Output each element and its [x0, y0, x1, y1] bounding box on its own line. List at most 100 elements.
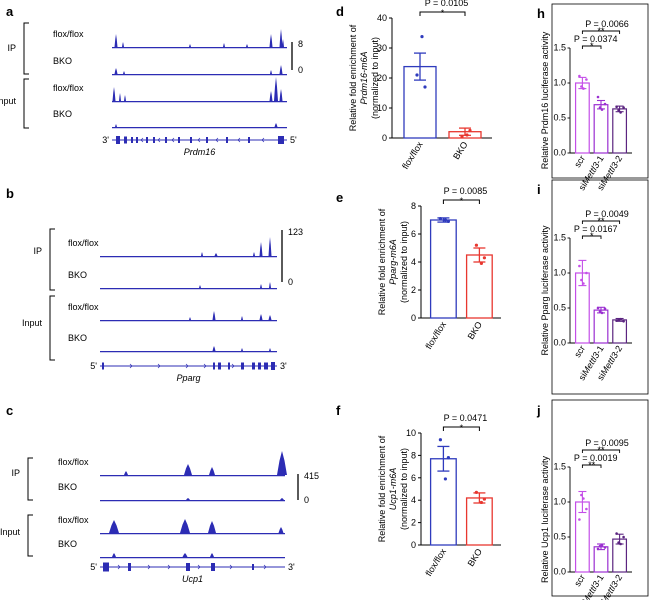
strand-arrow-c-2 — [167, 564, 171, 570]
y-label-e-0: Relative fold enrichment of — [377, 208, 387, 315]
data-point-j-2-0 — [615, 532, 618, 535]
exon-a-11 — [248, 137, 250, 143]
panel-letter-c: c — [6, 403, 14, 418]
data-point-d-0-1 — [420, 35, 424, 39]
sig-bracket-e — [442, 199, 480, 204]
data-point-i-0-2 — [585, 271, 588, 275]
exon-b-6 — [258, 362, 261, 370]
exon-a-12 — [278, 136, 284, 144]
panel-letter-a: a — [6, 4, 14, 19]
coverage-track-c-3 — [100, 553, 285, 559]
y-tick-label-h-2: 1.0 — [553, 78, 566, 88]
data-point-j-0-1 — [582, 497, 585, 500]
y-tick-label-e-2: 4 — [411, 257, 416, 267]
y-label-d-0: Relative fold enrichment of — [348, 24, 358, 131]
exon-a-3 — [136, 137, 138, 143]
scale-max-b: 123 — [288, 227, 303, 237]
p-value-mid-h: P = 0.0374 — [574, 34, 618, 44]
data-point-j-1-3 — [598, 544, 602, 548]
coverage-track-c-2 — [100, 519, 285, 535]
track-name-a-3: BKO — [53, 109, 72, 119]
y-label-e-2: (normalized to input) — [399, 221, 409, 303]
exon-a-7 — [178, 137, 180, 143]
strand-arrow-a-5 — [237, 137, 241, 143]
y-label-i: Relative Pparg luciferase activity — [540, 225, 550, 356]
p-value-top-h: P = 0.0066 — [585, 19, 629, 29]
panel-letter-d: d — [336, 4, 344, 19]
x-tick-label-e-1: BKO — [466, 320, 485, 341]
x-tick-label-h-0: scr — [572, 154, 587, 169]
gene-name-c: Ucp1 — [182, 574, 203, 584]
input-bracket-b — [49, 295, 55, 361]
panel-letter-j: j — [537, 403, 541, 418]
strand-arrow-b-3 — [203, 363, 207, 369]
p-value-mid-j: P = 0.0019 — [574, 453, 618, 463]
sig-bracket-top-j — [581, 449, 621, 453]
ip-bracket-a — [23, 22, 29, 75]
data-point-j-0-2 — [585, 507, 588, 511]
data-point-f-0-1 — [443, 477, 447, 481]
panel-frame-0 — [551, 3, 649, 179]
y-tick-label-h-0: 0.0 — [553, 148, 566, 158]
strand-arrow-b-1 — [157, 363, 161, 369]
data-point-e-1-2 — [482, 256, 486, 260]
scale-max-a: 8 — [298, 39, 303, 49]
strand-arrow-c-5 — [263, 564, 267, 570]
exon-c-4 — [252, 564, 254, 570]
sig-star-mid-j: ** — [588, 460, 596, 470]
track-name-c-2: flox/flox — [58, 515, 89, 525]
data-point-j-1-0 — [596, 547, 600, 551]
panel-letter-i: i — [537, 182, 541, 197]
exon-b-0 — [102, 362, 104, 370]
data-point-i-1-3 — [598, 310, 602, 313]
data-point-i-0-3 — [580, 278, 583, 282]
y-label-d-1: Prdm16-m6A — [359, 51, 369, 104]
sig-star-top-j: ** — [597, 445, 605, 455]
track-name-a-0: flox/flox — [53, 29, 84, 39]
ip-label-b: IP — [33, 246, 42, 256]
track-name-c-1: BKO — [58, 482, 77, 492]
y-tick-label-d-1: 10 — [377, 103, 387, 113]
coverage-track-c-1 — [100, 498, 285, 502]
ip-label-a: IP — [7, 43, 16, 53]
data-point-j-0-3 — [580, 493, 583, 497]
data-point-d-1-2 — [468, 128, 472, 133]
exon-b-4 — [241, 362, 244, 370]
x-tick-label-f-1: BKO — [466, 547, 485, 568]
y-tick-label-d-4: 40 — [377, 13, 387, 23]
panel-letter-f: f — [336, 403, 341, 418]
gene-end-right-b: 3' — [280, 361, 287, 371]
y-tick-label-h-1: 0.5 — [553, 113, 566, 123]
coverage-track-b-2 — [100, 311, 277, 322]
data-point-j-1-2 — [603, 546, 607, 549]
sig-bracket-top-h — [581, 30, 621, 34]
data-point-h-2-1 — [619, 111, 622, 114]
data-point-j-0-0 — [578, 518, 581, 521]
strand-arrow-a-3 — [197, 137, 201, 143]
strand-arrow-a-0 — [140, 137, 144, 143]
coverage-track-a-3 — [112, 123, 287, 129]
coverage-track-a-1 — [112, 65, 287, 76]
bar-i-1 — [593, 309, 609, 344]
bar-h-2 — [612, 108, 628, 154]
y-tick-label-h-3: 1.5 — [553, 43, 566, 53]
strand-arrow-c-0 — [117, 564, 121, 570]
y-label-e-1: Pparg-m6A — [388, 239, 398, 285]
exon-a-0 — [116, 136, 120, 144]
exon-a-10 — [226, 137, 228, 143]
track-name-b-2: flox/flox — [68, 302, 99, 312]
panel-letter-h: h — [537, 6, 545, 21]
track-name-b-1: BKO — [68, 270, 87, 280]
gene-end-left-c: 5' — [90, 562, 97, 572]
strand-arrow-a-6 — [261, 137, 265, 143]
y-tick-label-j-1: 0.5 — [553, 532, 566, 542]
data-point-h-2-0 — [615, 105, 618, 109]
exon-a-8 — [190, 137, 192, 143]
sig-star-mid-i: * — [590, 231, 594, 241]
data-point-f-1-1 — [479, 500, 483, 505]
data-point-h-1-1 — [600, 108, 604, 111]
sig-bracket-mid-h — [581, 45, 602, 49]
y-tick-label-j-2: 1.0 — [553, 497, 566, 507]
x-tick-label-d-0: flox/flox — [400, 139, 425, 171]
gene-end-right-c: 3' — [288, 562, 295, 572]
